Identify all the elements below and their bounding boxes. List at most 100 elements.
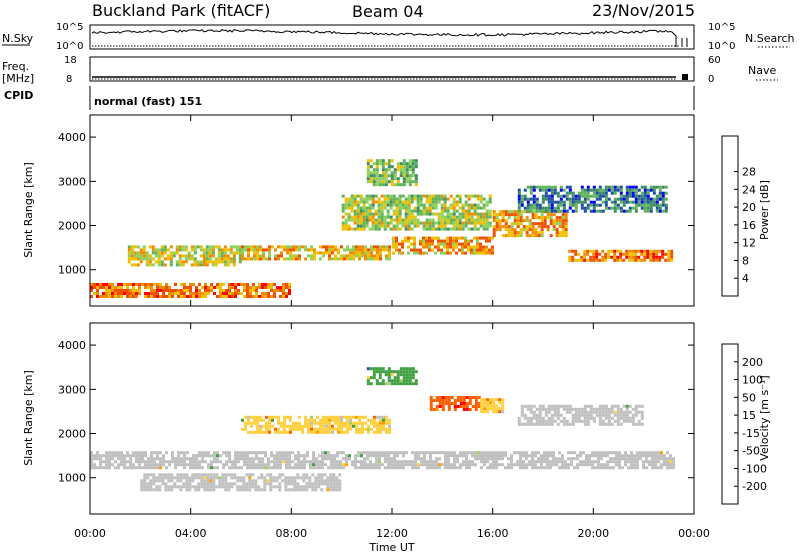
heatmap-cell bbox=[329, 476, 333, 480]
heatmap-cell bbox=[220, 251, 224, 255]
heatmap-cell bbox=[139, 257, 143, 261]
heatmap-cell bbox=[144, 295, 147, 298]
heatmap-cell bbox=[470, 212, 474, 216]
heatmap-cell bbox=[356, 194, 360, 198]
heatmap-cell bbox=[458, 248, 461, 252]
heatmap-cell bbox=[320, 476, 324, 480]
heatmap-cell bbox=[431, 227, 435, 231]
heatmap-cell bbox=[425, 227, 429, 231]
heatmap-cell bbox=[553, 206, 557, 210]
heatmap-cell bbox=[142, 251, 146, 255]
heatmap-cell bbox=[207, 286, 210, 289]
heatmap-cell bbox=[658, 258, 662, 262]
heatmap-cell bbox=[319, 245, 322, 249]
heatmap-cell bbox=[452, 248, 455, 252]
heatmap-cell bbox=[135, 454, 138, 458]
heatmap-cell bbox=[411, 370, 415, 374]
heatmap-cell bbox=[431, 197, 435, 201]
heatmap-cell bbox=[455, 245, 458, 249]
heatmap-cell bbox=[425, 221, 429, 225]
heatmap-cell bbox=[140, 479, 144, 483]
heatmap-cell bbox=[663, 457, 666, 461]
heatmap-cell bbox=[486, 460, 489, 464]
heatmap-cell bbox=[540, 213, 544, 217]
heatmap-cell bbox=[568, 410, 572, 414]
heatmap-cell bbox=[321, 454, 324, 458]
heatmap-cell bbox=[595, 255, 599, 259]
heatmap-cell bbox=[390, 370, 394, 374]
heatmap-cell bbox=[550, 206, 554, 210]
heatmap-cell bbox=[540, 231, 544, 235]
heatmap-cell bbox=[126, 295, 129, 298]
heatmap-cell bbox=[184, 260, 188, 264]
heatmap-cell bbox=[498, 463, 501, 467]
heatmap-cell bbox=[402, 382, 406, 386]
heatmap-cell bbox=[311, 485, 315, 489]
heatmap-cell bbox=[279, 457, 282, 461]
heatmap-cell bbox=[259, 430, 262, 434]
heatmap-cell bbox=[564, 231, 568, 235]
heatmap-cell bbox=[600, 451, 603, 455]
heatmap-cell bbox=[456, 454, 459, 458]
heatmap-cell bbox=[364, 245, 367, 249]
heatmap-cell bbox=[643, 255, 647, 259]
heatmap-cell bbox=[228, 286, 231, 289]
heatmap-cell bbox=[202, 263, 206, 267]
heatmap-cell bbox=[441, 399, 445, 402]
heatmap-cell bbox=[582, 451, 585, 455]
heatmap-cell bbox=[562, 419, 566, 423]
heatmap-cell bbox=[543, 219, 547, 223]
heatmap-cell bbox=[332, 488, 336, 492]
heatmap-cell bbox=[102, 460, 105, 464]
heatmap-cell bbox=[378, 174, 382, 178]
heatmap-cell bbox=[465, 460, 468, 464]
heatmap-cell bbox=[428, 194, 432, 198]
heatmap-cell bbox=[616, 419, 620, 423]
heatmap-cell bbox=[601, 410, 605, 414]
heatmap-cell bbox=[185, 476, 189, 480]
heatmap-cell bbox=[277, 245, 280, 249]
heatmap-cell bbox=[667, 258, 671, 262]
heatmap-cell bbox=[256, 251, 259, 255]
heatmap-cell bbox=[258, 286, 261, 289]
heatmap-cell bbox=[247, 245, 250, 249]
heatmap-cell bbox=[371, 206, 375, 210]
heatmap-cell bbox=[625, 185, 629, 189]
heatmap-cell bbox=[108, 463, 111, 467]
heatmap-cell bbox=[177, 457, 180, 461]
heatmap-cell bbox=[440, 212, 444, 216]
heatmap-cell bbox=[243, 457, 246, 461]
heatmap-cell bbox=[550, 422, 554, 426]
heatmap-cell bbox=[414, 466, 417, 470]
heatmap-cell bbox=[396, 460, 399, 464]
heatmap-cell bbox=[313, 421, 316, 425]
heatmap-cell bbox=[571, 200, 575, 204]
heatmap-cell bbox=[561, 454, 564, 458]
heatmap-cell bbox=[440, 248, 443, 252]
heatmap-cell bbox=[513, 228, 517, 232]
heatmap-cell bbox=[337, 430, 340, 434]
heatmap-cell bbox=[546, 225, 550, 229]
heatmap-cell bbox=[269, 473, 273, 477]
heatmap-cell bbox=[246, 454, 249, 458]
heatmap-cell bbox=[349, 415, 352, 419]
heatmap-cell bbox=[382, 421, 385, 425]
heatmap-cell bbox=[169, 254, 173, 258]
heatmap-cell bbox=[180, 463, 183, 467]
heatmap-cell bbox=[529, 185, 533, 189]
heatmap-cell bbox=[190, 245, 194, 249]
heatmap-cell bbox=[452, 227, 456, 231]
heatmap-cell bbox=[208, 251, 212, 255]
heatmap-cell bbox=[147, 292, 150, 295]
heatmap-cell bbox=[204, 283, 207, 286]
heatmap-cell bbox=[201, 292, 204, 295]
heatmap-cell bbox=[327, 451, 330, 455]
heatmap-cell bbox=[268, 418, 271, 422]
heatmap-cell bbox=[574, 249, 578, 253]
heatmap-cell bbox=[306, 454, 309, 458]
heatmap-cell bbox=[532, 197, 536, 201]
heatmap-cell bbox=[245, 485, 249, 489]
heatmap-cell bbox=[372, 367, 376, 371]
heatmap-cell bbox=[177, 289, 180, 292]
heatmap-cell bbox=[283, 421, 286, 425]
